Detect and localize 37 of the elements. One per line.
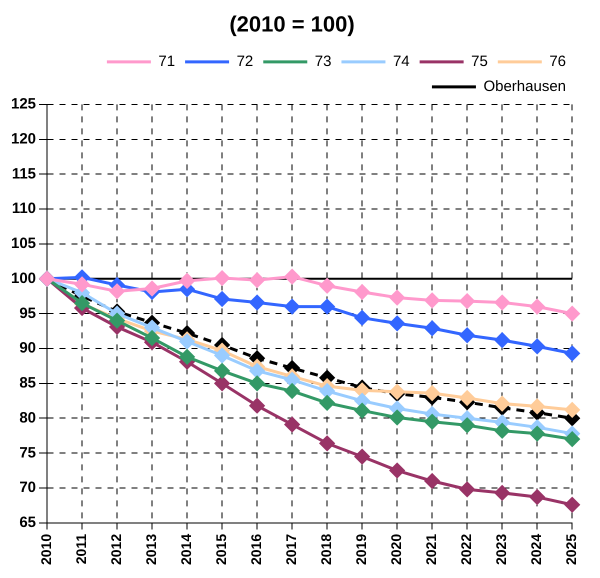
- x-tick-label: 2024: [528, 534, 544, 566]
- y-tick-label: 120: [10, 130, 36, 148]
- chart-title: (2010 = 100): [229, 11, 355, 36]
- y-tick-label: 100: [10, 270, 36, 287]
- x-tick-label: 2025: [563, 534, 580, 566]
- legend-label: 74: [392, 53, 410, 70]
- x-tick-label: 2015: [212, 534, 229, 566]
- y-tick-label: 80: [19, 409, 36, 426]
- y-tick-label: 90: [19, 340, 36, 357]
- y-tick-label: 95: [19, 304, 36, 322]
- x-tick-label: 2022: [458, 534, 474, 566]
- legend-label: 75: [471, 53, 488, 70]
- y-tick-label: 105: [10, 235, 36, 252]
- legend-label: 71: [158, 53, 176, 70]
- y-tick-label: 85: [19, 374, 36, 392]
- legend-label: Oberhausen: [483, 78, 566, 96]
- y-tick-label: 75: [19, 444, 36, 462]
- y-tick-label: 115: [12, 165, 36, 182]
- x-tick-label: 2018: [318, 534, 334, 566]
- x-tick-label: 2023: [493, 534, 510, 566]
- x-tick-label: 2014: [178, 534, 194, 566]
- y-tick-label: 65: [19, 514, 36, 531]
- y-tick-label: 125: [10, 96, 36, 113]
- x-tick-label: 2010: [38, 534, 54, 566]
- x-tick-label: 2013: [142, 534, 159, 566]
- x-tick-label: 2019: [352, 534, 369, 566]
- x-tick-label: 2021: [423, 534, 440, 566]
- legend-label: 72: [236, 53, 254, 70]
- legend-label: 76: [549, 53, 566, 70]
- legend-label: 73: [314, 53, 332, 70]
- x-tick-label: 2012: [108, 534, 124, 566]
- x-tick-label: 2020: [388, 534, 404, 566]
- y-tick-label: 70: [19, 479, 36, 496]
- x-tick-label: 2017: [282, 534, 299, 566]
- y-tick-label: 110: [12, 200, 36, 218]
- x-tick-label: 2011: [72, 534, 89, 564]
- x-tick-label: 2016: [248, 534, 264, 566]
